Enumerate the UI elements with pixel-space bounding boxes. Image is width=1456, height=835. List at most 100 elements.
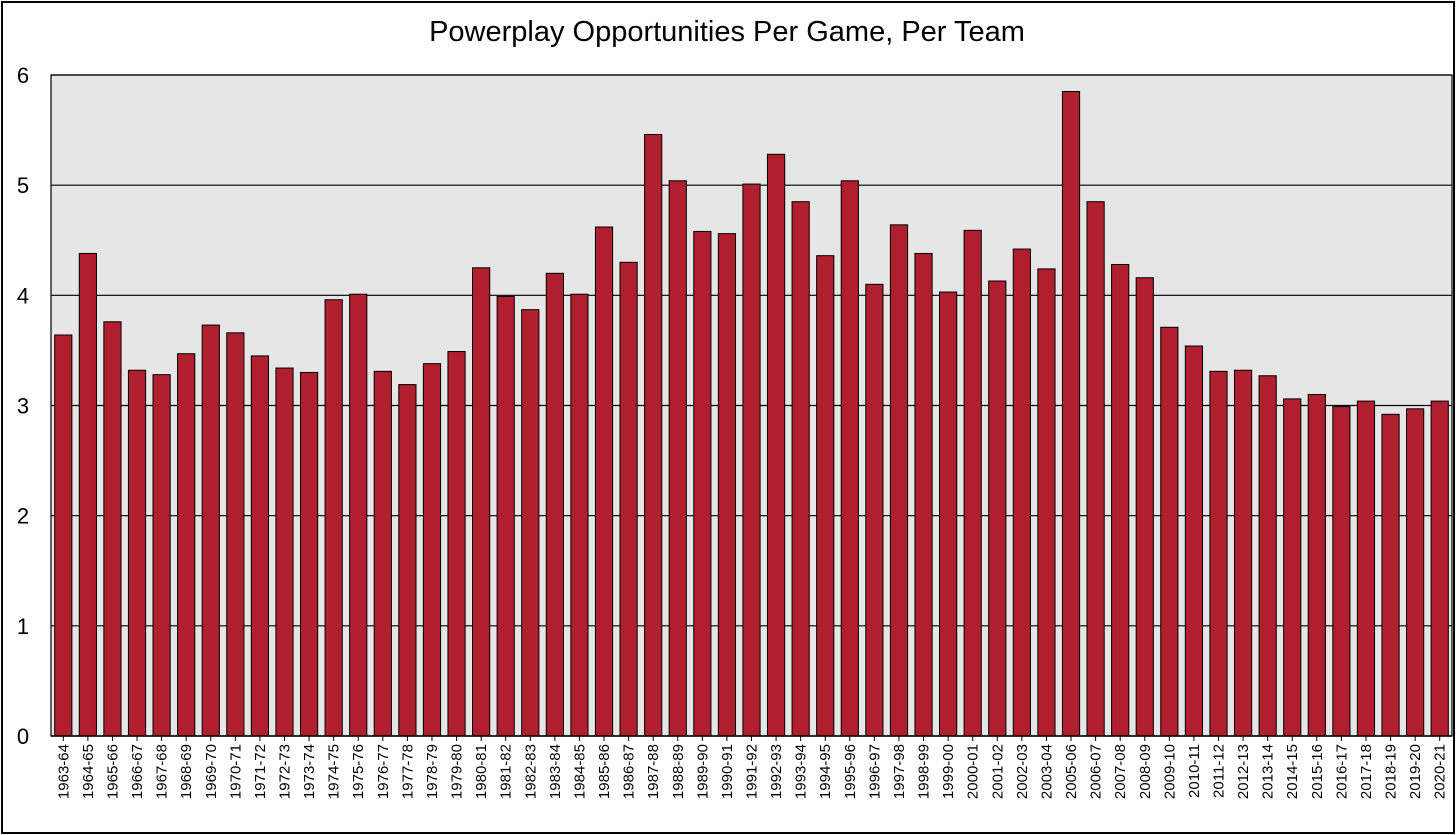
bar xyxy=(693,230,712,737)
x-tick-label: 1977-78 xyxy=(399,744,416,799)
x-tick-label: 2007-08 xyxy=(1112,744,1129,799)
bar xyxy=(1184,345,1204,737)
x-tick-label: 1965-66 xyxy=(104,744,121,799)
bar xyxy=(1061,91,1081,737)
bar xyxy=(1258,375,1277,737)
x-tick-label: 2009-10 xyxy=(1161,744,1178,799)
x-tick-label: 2006-07 xyxy=(1088,744,1105,799)
bar xyxy=(103,321,122,737)
y-tick-label: 2 xyxy=(17,504,29,529)
x-tick-label: 1995-96 xyxy=(842,744,859,799)
bar xyxy=(422,363,442,737)
x-tick-label: 1994-95 xyxy=(817,744,834,799)
bar xyxy=(201,324,220,737)
x-tick-label: 1980-81 xyxy=(473,744,490,799)
bar xyxy=(570,293,589,737)
x-tick-label: 2015-16 xyxy=(1309,744,1326,799)
x-tick-label: 1985-86 xyxy=(596,744,613,799)
x-tick-label: 2013-14 xyxy=(1260,744,1277,799)
bar xyxy=(988,280,1007,737)
y-tick-label: 1 xyxy=(17,614,29,639)
bar-chart: Powerplay Opportunities Per Game, Per Te… xyxy=(17,16,1453,799)
bar xyxy=(717,233,737,737)
bar xyxy=(1430,400,1449,737)
bar xyxy=(816,255,835,737)
x-tick-label: 1969-70 xyxy=(203,744,220,799)
bar xyxy=(1111,263,1130,737)
x-tick-label: 2019-20 xyxy=(1407,744,1424,799)
x-tick-label: 1979-80 xyxy=(449,744,466,799)
x-tick-label: 2014-15 xyxy=(1284,744,1301,799)
x-tick-label: 1998-99 xyxy=(916,744,933,799)
x-tick-label: 1976-77 xyxy=(375,744,392,799)
x-tick-label: 1972-73 xyxy=(277,744,294,799)
x-tick-label: 2005-06 xyxy=(1063,744,1080,799)
x-tick-label: 1988-89 xyxy=(670,744,687,799)
x-tick-label: 2018-19 xyxy=(1383,744,1400,799)
bar xyxy=(766,153,786,737)
bar xyxy=(447,351,466,737)
bar xyxy=(398,384,417,737)
y-tick-label: 4 xyxy=(17,283,29,308)
bar xyxy=(1135,277,1154,737)
bar xyxy=(914,252,933,737)
x-tick-label: 1964-65 xyxy=(80,744,97,799)
bar xyxy=(545,272,564,737)
x-tick-label: 1993-94 xyxy=(793,744,810,799)
y-tick-label: 3 xyxy=(17,394,29,419)
x-tick-label: 1989-90 xyxy=(694,744,711,799)
x-tick-label: 1996-97 xyxy=(866,744,883,799)
bar xyxy=(472,267,491,737)
bar xyxy=(1086,201,1105,737)
x-tick-label: 1971-72 xyxy=(252,744,269,799)
x-tick-label: 1984-85 xyxy=(571,744,588,799)
x-tick-label: 2003-04 xyxy=(1038,744,1055,799)
x-tick-label: 1966-67 xyxy=(129,744,146,799)
bar xyxy=(349,293,368,737)
x-tick-label: 1970-71 xyxy=(227,744,244,799)
x-tick-label: 1991-92 xyxy=(744,744,761,799)
x-tick-label: 2010-11 xyxy=(1186,744,1203,798)
x-tick-label: 1986-87 xyxy=(621,744,638,799)
bar xyxy=(1283,398,1302,737)
x-tick-label: 2011-12 xyxy=(1211,744,1228,798)
x-tick-label: 2017-18 xyxy=(1358,744,1375,799)
bar xyxy=(324,299,343,737)
x-tick-label: 2012-13 xyxy=(1235,744,1252,799)
bar xyxy=(1037,268,1056,737)
bar xyxy=(668,180,687,737)
bar xyxy=(889,224,909,737)
bar xyxy=(1209,370,1228,737)
y-tick-label: 0 xyxy=(17,724,29,749)
x-tick-label: 2000-01 xyxy=(965,744,982,799)
bar xyxy=(791,201,810,737)
bar xyxy=(594,226,614,737)
bar xyxy=(250,355,270,737)
x-tick-label: 2016-17 xyxy=(1333,744,1350,799)
x-tick-label: 2002-03 xyxy=(1014,744,1031,799)
bar xyxy=(1332,406,1351,737)
bar xyxy=(226,332,245,737)
bar xyxy=(152,374,171,737)
y-tick-label: 6 xyxy=(17,63,29,88)
x-tick-label: 1981-82 xyxy=(498,744,515,799)
x-tick-label: 2008-09 xyxy=(1137,744,1154,799)
x-tick-label: 2020-21 xyxy=(1432,744,1449,799)
bar xyxy=(840,180,859,737)
bar xyxy=(963,229,982,737)
bar xyxy=(496,295,515,737)
x-tick-label: 1983-84 xyxy=(547,744,564,799)
bar xyxy=(1381,413,1400,737)
bar xyxy=(865,283,884,737)
bar xyxy=(78,252,97,737)
bar xyxy=(939,291,958,737)
bar xyxy=(1406,408,1425,737)
bar xyxy=(619,261,638,737)
bar xyxy=(1356,400,1376,737)
x-tick-label: 1978-79 xyxy=(424,744,441,799)
bar xyxy=(177,353,196,737)
x-tick-label: 1997-98 xyxy=(891,744,908,799)
y-tick-label: 5 xyxy=(17,173,29,198)
bar xyxy=(373,370,392,737)
